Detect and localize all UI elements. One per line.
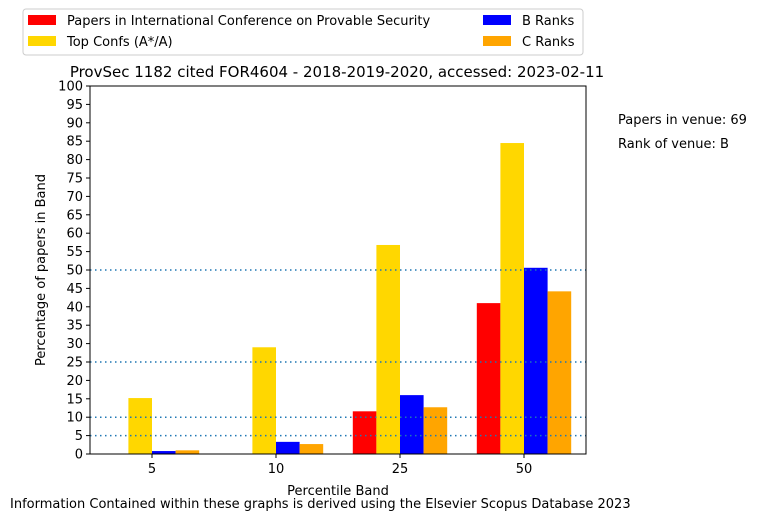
y-tick-label: 40: [66, 300, 83, 315]
bar: [376, 244, 400, 454]
bar: [128, 398, 152, 454]
footer-note: Information Contained within these graph…: [10, 497, 631, 512]
y-tick-label: 20: [66, 374, 83, 389]
y-tick-label: 35: [66, 319, 83, 334]
legend-swatch: [483, 36, 511, 46]
chart-legend: Papers in International Conference on Pr…: [22, 8, 584, 56]
plot-frame: [89, 85, 587, 455]
bar: [299, 444, 324, 454]
bar: [175, 450, 200, 454]
rank-of-venue-note: Rank of venue: B: [618, 137, 729, 152]
legend-swatch: [28, 15, 56, 25]
legend-frame: [22, 8, 584, 56]
x-tick-label: 5: [148, 462, 156, 477]
y-tick-label: 55: [66, 245, 83, 260]
bar: [276, 441, 300, 454]
papers-in-venue-note: Papers in venue: 69: [618, 113, 747, 128]
legend-swatch: [483, 15, 511, 25]
y-tick-label: 30: [66, 337, 83, 352]
y-tick-label: 45: [66, 282, 83, 297]
bar: [400, 395, 424, 454]
y-tick-label: 25: [66, 356, 83, 371]
bar: [476, 303, 501, 454]
x-axis-label: Percentile Band: [287, 484, 389, 499]
y-tick-label: 95: [66, 98, 83, 113]
y-tick-label: 5: [75, 429, 83, 444]
chart-title: ProvSec 1182 cited FOR4604 - 2018-2019-2…: [70, 63, 604, 81]
legend-label: Top Confs (A*/A): [66, 35, 173, 50]
y-tick-label: 70: [66, 190, 83, 205]
x-tick-label: 50: [516, 462, 533, 477]
y-tick-label: 0: [75, 448, 83, 463]
bar: [524, 267, 548, 454]
y-tick-label: 15: [66, 392, 83, 407]
legend-label: B Ranks: [522, 14, 575, 29]
y-tick-label: 60: [66, 227, 83, 242]
bar: [252, 347, 276, 454]
bar: [352, 411, 377, 454]
y-axis-label: Percentage of papers in Band: [34, 174, 49, 366]
y-tick-label: 80: [66, 153, 83, 168]
y-tick-label: 100: [58, 80, 83, 95]
y-tick-label: 85: [66, 135, 83, 150]
x-tick-label: 25: [392, 462, 409, 477]
bar: [500, 143, 524, 455]
legend-label: C Ranks: [522, 35, 575, 50]
bar: [547, 291, 572, 454]
x-tick-label: 10: [268, 462, 285, 477]
bar: [152, 451, 176, 454]
y-tick-label: 90: [66, 116, 83, 131]
legend-swatch: [28, 36, 56, 46]
y-tick-label: 50: [66, 264, 83, 279]
y-tick-label: 75: [66, 172, 83, 187]
bar: [423, 407, 448, 454]
y-tick-label: 65: [66, 208, 83, 223]
legend-label: Papers in International Conference on Pr…: [67, 14, 431, 29]
y-tick-label: 10: [66, 411, 83, 426]
